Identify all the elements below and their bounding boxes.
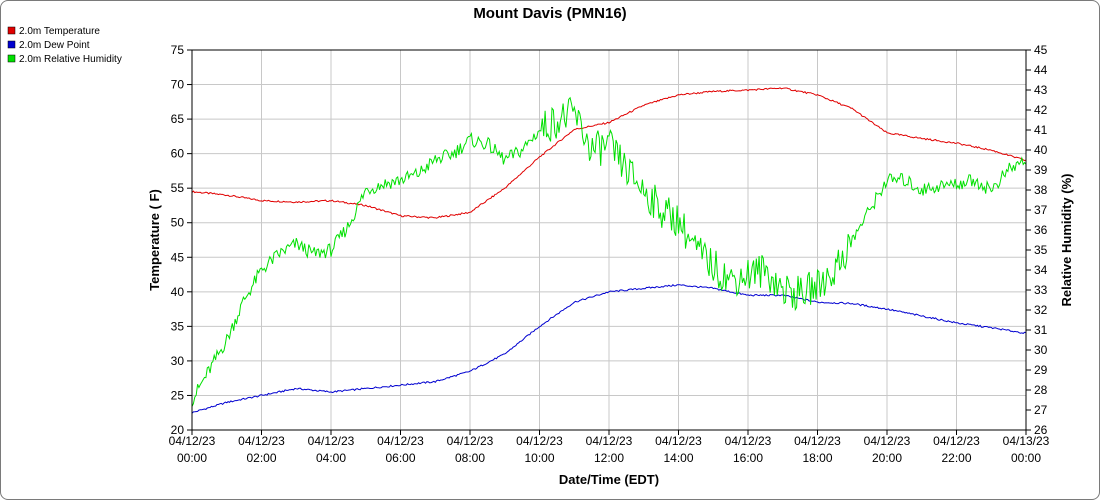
y-tick-label-right: 40 [1034,143,1048,157]
x-tick-date: 04/12/23 [933,434,980,448]
y-tick-label-right: 34 [1034,263,1048,277]
x-tick-time: 16:00 [733,451,763,465]
y-tick-label-right: 31 [1034,323,1048,337]
x-tick-date: 04/12/23 [169,434,216,448]
x-tick-date: 04/12/23 [586,434,633,448]
y-tick-label-right: 45 [1034,43,1048,57]
y-tick-label-left: 50 [171,216,185,230]
y-tick-label-right: 29 [1034,363,1048,377]
legend-label: 2.0m Dew Point [19,40,90,51]
series-line-3 [191,96,1027,407]
series-line-1 [191,87,1027,219]
grid [192,50,1026,430]
legend-swatch [7,26,16,35]
x-tick-time: 00:00 [177,451,207,465]
y-axis-title-right: Relative Humidity (%) [1059,174,1074,307]
y-tick-label-left: 45 [171,250,185,264]
x-tick-date: 04/12/23 [447,434,494,448]
y-tick-label-right: 35 [1034,243,1048,257]
x-tick-time: 14:00 [663,451,693,465]
legend-swatch [7,40,16,49]
legend-label: 2.0m Relative Humidity [19,54,122,65]
y-tick-label-right: 39 [1034,163,1048,177]
x-tick-date: 04/13/23 [1003,434,1050,448]
y-tick-label-left: 30 [171,354,185,368]
y-tick-label-left: 25 [171,388,185,402]
y-axis-title-left: Temperature ( F) [147,189,162,291]
x-tick-date: 04/12/23 [725,434,772,448]
y-tick-label-left: 55 [171,181,185,195]
axes: 20 25 30 35 40 45 50 55 60 65 70 75 26 27 28 29 30 31 32 33… [169,43,1050,465]
x-tick-date: 04/12/23 [377,434,424,448]
y-tick-label-right: 43 [1034,83,1048,97]
y-tick-label-left: 65 [171,112,185,126]
x-tick-date: 04/12/23 [655,434,702,448]
y-tick-label-right: 41 [1034,123,1048,137]
x-tick-date: 04/12/23 [308,434,355,448]
x-tick-time: 02:00 [246,451,276,465]
y-tick-label-left: 20 [171,423,185,437]
chart-title: Mount Davis (PMN16) [473,5,626,22]
x-tick-time: 20:00 [872,451,902,465]
y-tick-label-left: 40 [171,285,185,299]
x-tick-time: 22:00 [941,451,971,465]
x-tick-date: 04/12/23 [238,434,285,448]
y-tick-label-right: 37 [1034,203,1048,217]
series-line-2 [191,283,1027,414]
x-tick-time: 12:00 [594,451,624,465]
x-tick-time: 00:00 [1011,451,1041,465]
y-tick-label-right: 32 [1034,303,1048,317]
x-axis-title: Date/Time (EDT) [559,472,659,487]
series-layer [191,87,1027,414]
x-tick-time: 06:00 [385,451,415,465]
y-tick-label-right: 42 [1034,103,1048,117]
y-tick-label-right: 27 [1034,403,1048,417]
y-tick-label-left: 60 [171,147,185,161]
legend-swatch [7,54,16,63]
y-tick-label-left: 35 [171,319,185,333]
x-tick-date: 04/12/23 [516,434,563,448]
y-tick-label-right: 38 [1034,183,1048,197]
y-tick-label-right: 44 [1034,63,1048,77]
y-tick-label-right: 33 [1034,283,1048,297]
x-tick-time: 08:00 [455,451,485,465]
legend: 2.0m Temperature 2.0m Dew Point 2.0m Relat… [7,26,122,65]
x-tick-time: 18:00 [802,451,832,465]
x-tick-time: 04:00 [316,451,346,465]
x-tick-date: 04/12/23 [794,434,841,448]
y-tick-label-right: 30 [1034,343,1048,357]
y-tick-label-right: 36 [1034,223,1048,237]
x-tick-date: 04/12/23 [864,434,911,448]
x-tick-time: 10:00 [524,451,554,465]
legend-label: 2.0m Temperature [19,26,100,37]
y-tick-label-left: 75 [171,43,185,57]
y-tick-label-right: 28 [1034,383,1048,397]
y-tick-label-left: 70 [171,78,185,92]
y-tick-label-right: 26 [1034,423,1048,437]
